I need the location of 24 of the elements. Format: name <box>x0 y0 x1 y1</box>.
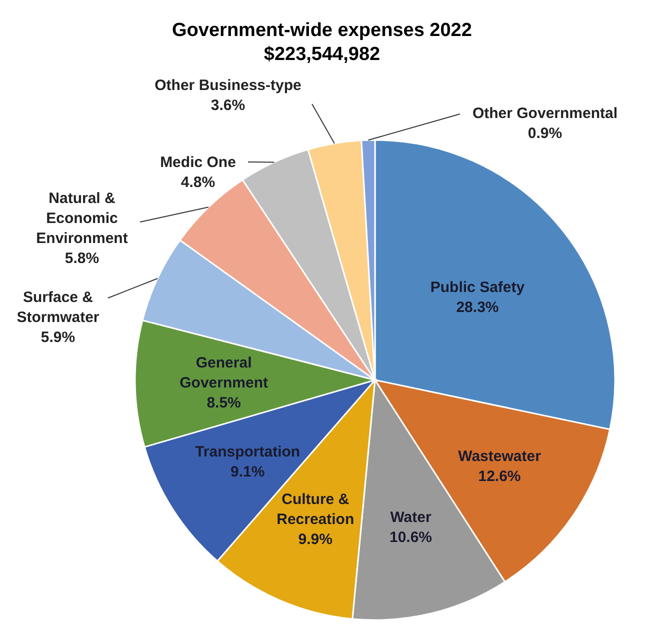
data-label: 4.8% <box>180 174 216 191</box>
slice-label: Culture & Recreation <box>276 490 354 528</box>
slice-label: Public Safety <box>430 278 526 296</box>
slice-label: Other Governmental <box>472 105 618 122</box>
chart-subtitle: $223,544,982 <box>264 44 380 65</box>
data-label: 0.9% <box>528 125 562 142</box>
data-label: 10.6% <box>389 528 432 546</box>
data-label: 12.6% <box>478 468 521 485</box>
data-label: 5.9% <box>40 329 76 346</box>
slice-label: General Government <box>180 354 268 392</box>
slice-label: Other Business-type <box>154 77 302 94</box>
data-label: 28.3% <box>456 298 499 316</box>
slice-label: Medic One <box>160 154 236 171</box>
slice-label: Natural & Economic Environment <box>36 190 128 247</box>
slice-label: Wastewater <box>458 448 542 465</box>
slice-label: Transportation <box>195 443 300 460</box>
slice-label: Water <box>390 508 432 526</box>
data-label: 9.1% <box>230 463 265 480</box>
slice-label: Surface & Stormwater <box>16 289 100 326</box>
data-label: 9.9% <box>298 530 332 548</box>
data-label: 8.5% <box>206 394 241 412</box>
data-label: 5.8% <box>64 250 100 267</box>
data-label: 3.6% <box>210 97 246 114</box>
chart-title: Government-wide expenses 2022 <box>172 20 472 41</box>
